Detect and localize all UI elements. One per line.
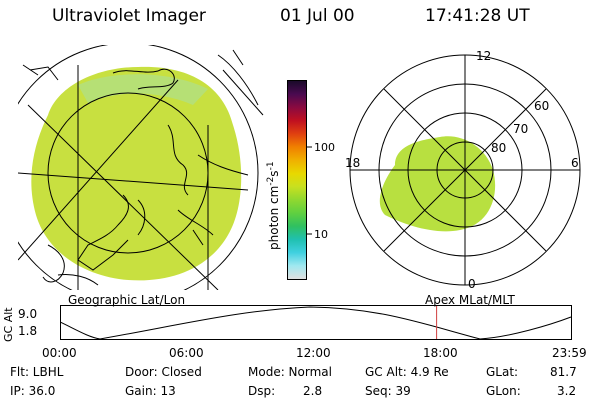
orbit-x-tick-2: 12:00 [296,346,331,360]
colorbar-tick-100: 100 [314,141,335,154]
apex-caption: Apex MLat/MLT [425,293,515,307]
colorbar-unit-label: photon cm-2s-1 [266,161,281,250]
orbit-x-tick-0: 00:00 [42,346,77,360]
mlat-80-label: 80 [491,141,506,155]
info-ip: IP: 36.0 [10,384,56,398]
geographic-image-panel [18,45,264,290]
info-flt: Flt: LBHL [10,365,64,379]
uv-emission-disk [31,66,242,281]
orbit-y-top: 9.0 [18,307,38,321]
polar-plot-panel: 12 6 0 18 60 70 80 [345,49,581,291]
mlt-12-label: 12 [476,49,491,63]
info-door: Door: Closed [125,365,202,379]
info-gc-alt: GC Alt: 4.9 Re [365,365,449,379]
orbit-x-tick-1: 06:00 [169,346,204,360]
orbit-x-tick-3: 18:00 [423,346,458,360]
time-label: 17:41:28 UT [425,6,530,26]
info-glon-label: GLon: [486,384,521,398]
colorbar [287,80,307,280]
orbit-x-tick-4: 23:59 [552,346,587,360]
info-glon-value: 3.2 [557,384,577,398]
info-dsp-label: Dsp: [248,384,276,398]
app-title: Ultraviolet Imager [52,6,206,26]
colorbar-tick-10: 10 [314,228,328,241]
mlat-70-label: 70 [513,122,528,136]
orbit-y-bottom: 1.8 [18,324,38,338]
date-label: 01 Jul 00 [280,6,355,26]
orbit-axis-label: GC Alt [1,302,15,344]
geographic-caption: Geographic Lat/Lon [68,293,186,307]
svg-text:GC Alt: GC Alt [2,307,15,342]
info-glat-value: 81.7 [550,365,577,379]
mlt-18-label: 18 [345,156,360,170]
info-seq: Seq: 39 [365,384,411,398]
info-gain: Gain: 13 [125,384,176,398]
orbit-altitude-curve [60,306,572,340]
orbit-altitude-plot [60,305,572,340]
mlt-0-label: 0 [468,277,476,291]
info-mode: Mode: Normal [248,365,332,379]
mlat-60-label: 60 [534,99,549,113]
info-glat-label: GLat: [486,365,519,379]
info-dsp-value: 2.8 [303,384,323,398]
mlt-6-label: 6 [571,156,579,170]
uv-emission-oval [379,136,496,232]
svg-text:photon cm-2s-1: photon cm-2s-1 [266,161,281,250]
colorbar-ticks: 100 10 [307,141,335,241]
